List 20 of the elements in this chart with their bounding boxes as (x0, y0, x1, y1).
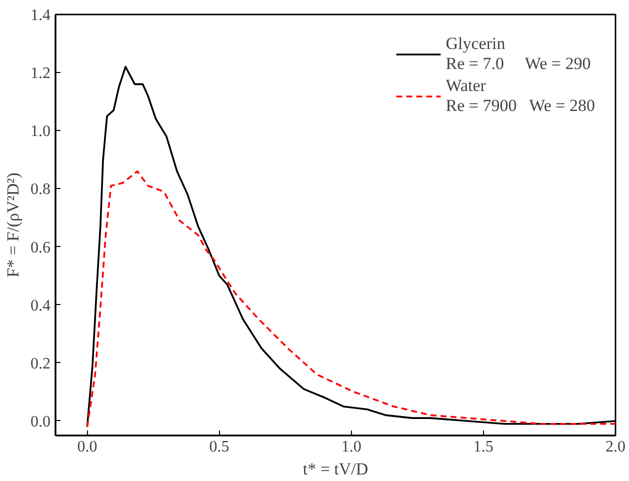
y-tick-label: 0.6 (30, 239, 50, 256)
x-tick-label: 1.0 (341, 438, 362, 456)
x-tick-label: 1.5 (473, 438, 494, 456)
y-tick-label: 1.2 (30, 65, 50, 82)
line-series (86, 170, 616, 428)
y-tick-label: 0.0 (30, 413, 50, 430)
y-tick-label: 0.2 (30, 355, 50, 372)
y-tick-label: 0.4 (30, 297, 50, 314)
y-tick-label: 1.0 (30, 123, 50, 140)
legend-label: Glycerin (446, 34, 506, 53)
y-tick-label: 1.4 (30, 7, 50, 24)
annotation: Re = 7900 We = 280 (446, 96, 595, 115)
x-tick-label: 0.0 (77, 438, 98, 456)
y-axis-title: F* = F/(ρV²D²) (4, 172, 22, 278)
x-tick-label: 2.0 (606, 438, 626, 456)
x-axis-title: t* = tV/D (302, 460, 368, 478)
y-tick-label: 0.8 (30, 181, 50, 198)
legend-label: Water (446, 76, 486, 95)
x-tick-label: 0.5 (209, 438, 230, 456)
annotation: Re = 7.0 We = 290 (446, 54, 591, 73)
